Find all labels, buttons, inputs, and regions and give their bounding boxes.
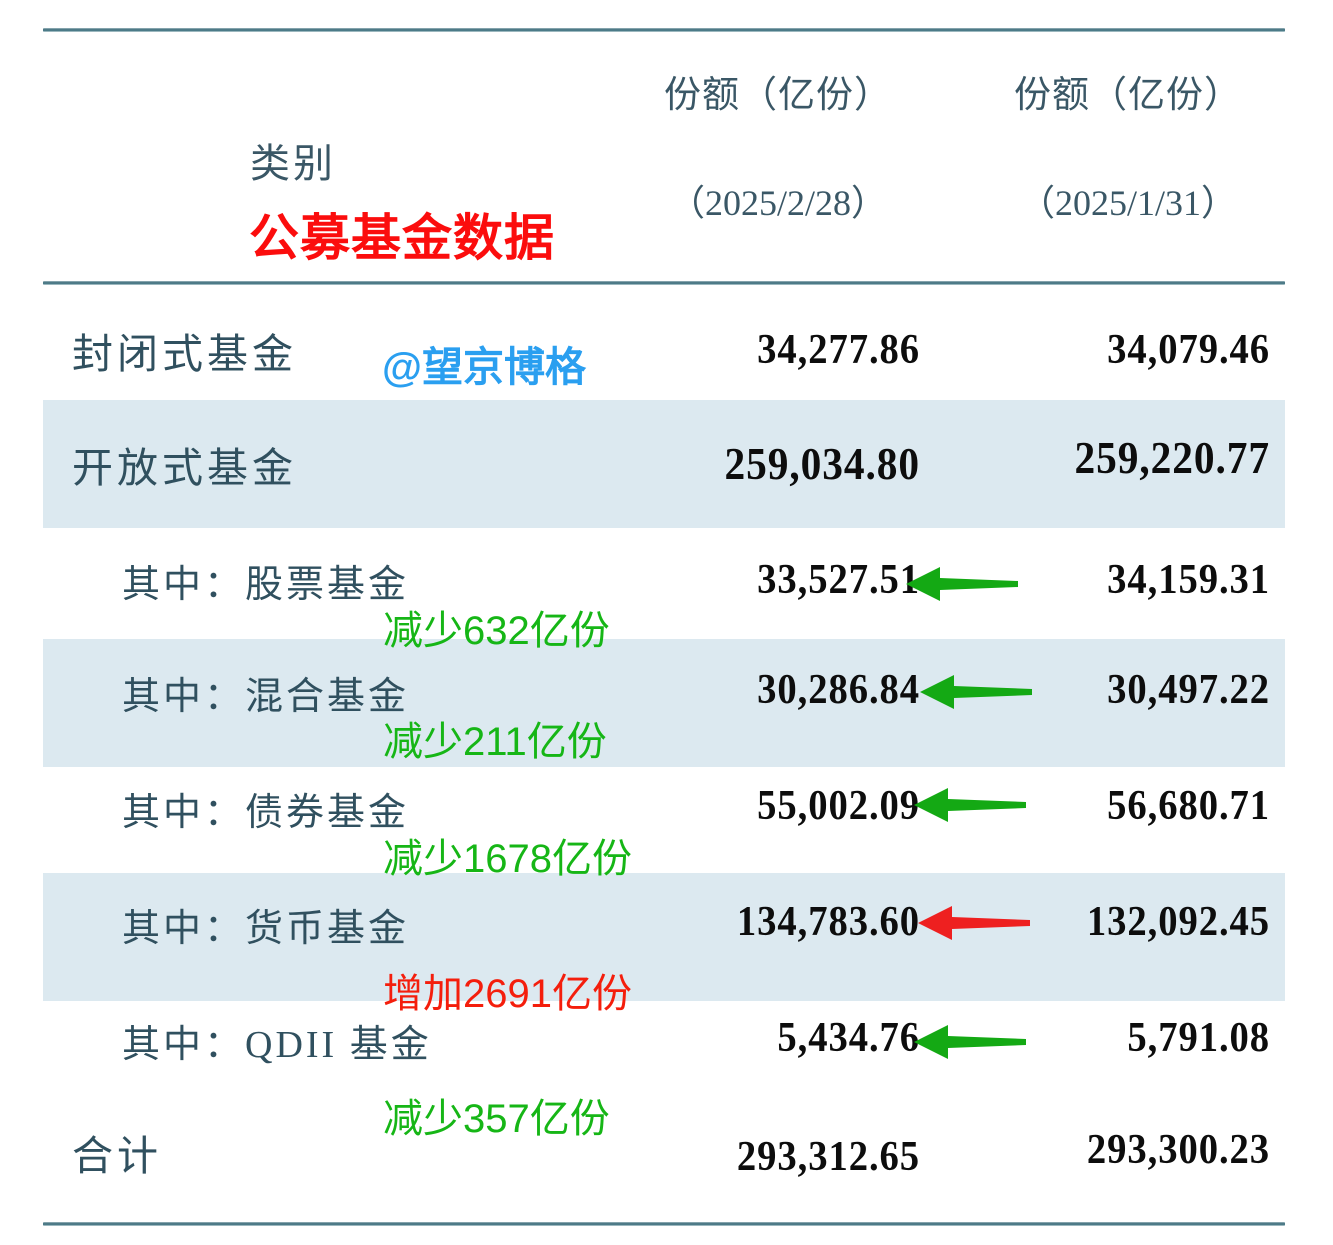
table-row-label-bond-fund: 其中：债券基金 <box>122 792 410 834</box>
header-column-jan-date: （2025/1/31） <box>1018 183 1237 223</box>
header-column-jan-metric: 份额（亿份） <box>1014 75 1242 116</box>
annotation-money-fund: 增加2691亿份 <box>383 972 632 1016</box>
table-row-label-total: 合计 <box>72 1133 162 1179</box>
table-top-border <box>43 28 1285 32</box>
table-cell-bond-fund-jan: 56,680.71 <box>1107 783 1270 829</box>
annotation-qdii-fund: 减少357亿份 <box>383 1097 610 1141</box>
table-cell-money-fund-jan: 132,092.45 <box>1086 899 1270 945</box>
header-column-jan: 份额（亿份） （2025/1/31） <box>978 64 1278 226</box>
left-arrow-green-qdii-fund <box>914 1025 1026 1059</box>
table-cell-stock-fund-jan: 34,159.31 <box>1107 557 1270 603</box>
table-cell-open-fund-feb: 259,034.80 <box>724 439 920 489</box>
annotation-bond-fund: 减少1678亿份 <box>383 837 632 881</box>
row-band-money-fund <box>43 873 1285 1001</box>
table-cell-total-feb: 293,312.65 <box>736 1134 920 1180</box>
table-cell-qdii-fund-feb: 5,434.76 <box>777 1015 920 1061</box>
header-category-label: 类别 <box>250 141 336 186</box>
header-column-feb-date: （2025/2/28） <box>668 183 887 223</box>
page-title-overlay: 公募基金数据 <box>249 210 555 266</box>
header-column-feb-metric: 份额（亿份） <box>664 75 892 116</box>
left-arrow-green-mixed-fund <box>920 675 1032 709</box>
table-row-label-stock-fund: 其中：股票基金 <box>122 564 410 606</box>
table-cell-bond-fund-feb: 55,002.09 <box>757 783 920 829</box>
row-band-open-fund <box>43 400 1285 528</box>
table-cell-closed-fund-jan: 34,079.46 <box>1107 327 1270 373</box>
left-arrow-green-stock-fund <box>906 567 1018 601</box>
table-bottom-border <box>43 1222 1285 1226</box>
table-cell-mixed-fund-feb: 30,286.84 <box>757 667 920 713</box>
table-row-label-qdii-fund: 其中：QDII 基金 <box>122 1024 432 1066</box>
table-row-label-mixed-fund: 其中：混合基金 <box>122 676 410 718</box>
table-cell-open-fund-jan: 259,220.77 <box>1074 433 1270 483</box>
header-column-feb: 份额（亿份） （2025/2/28） <box>628 64 928 226</box>
annotation-stock-fund: 减少632亿份 <box>383 609 610 653</box>
table-row-label-closed-fund: 封闭式基金 <box>72 331 297 377</box>
left-arrow-green-bond-fund <box>914 788 1026 822</box>
table-row-label-open-fund: 开放式基金 <box>72 445 297 491</box>
author-watermark: @望京博格 <box>382 344 586 390</box>
table-row-label-money-fund: 其中：货币基金 <box>122 908 410 950</box>
table-cell-money-fund-feb: 134,783.60 <box>736 899 920 945</box>
table-cell-qdii-fund-jan: 5,791.08 <box>1127 1015 1270 1061</box>
table-cell-total-jan: 293,300.23 <box>1086 1127 1270 1173</box>
table-header-divider <box>43 281 1285 285</box>
table-cell-mixed-fund-jan: 30,497.22 <box>1107 667 1270 713</box>
left-arrow-red-money-fund <box>918 906 1030 940</box>
table-cell-stock-fund-feb: 33,527.51 <box>757 557 920 603</box>
row-band-mixed-fund <box>43 639 1285 767</box>
annotation-mixed-fund: 减少211亿份 <box>383 720 607 764</box>
table-cell-closed-fund-feb: 34,277.86 <box>757 327 920 373</box>
